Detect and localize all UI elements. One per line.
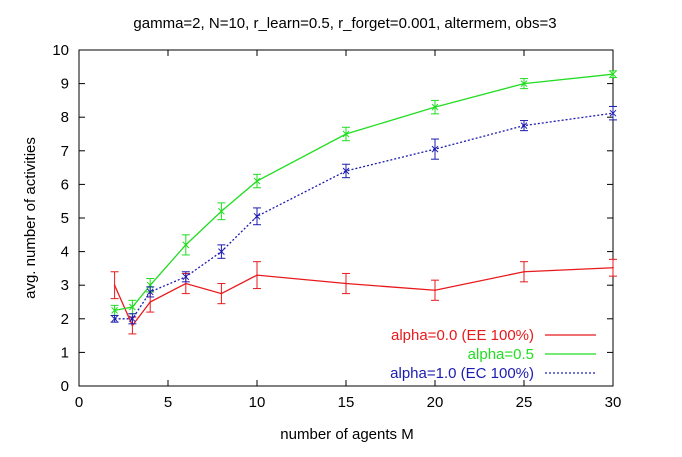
series-1 [110,70,617,316]
legend-label: alpha=0.0 (EE 100%) [391,327,534,344]
data-point [609,70,617,78]
x-tick-label: 20 [427,394,444,411]
x-axis-title: number of agents M [280,426,413,443]
data-point [342,167,350,175]
y-tick-label: 7 [61,143,69,160]
y-axis-title: avg. number of activities [22,137,39,299]
data-point [523,270,525,273]
data-point [520,80,528,87]
data-point [146,288,154,296]
data-point [129,303,136,311]
data-point [131,324,134,327]
series-layer [110,70,617,335]
chart-title: gamma=2, N=10, r_learn=0.5, r_forget=0.0… [133,15,556,32]
x-tick-label: 30 [605,394,622,411]
axes-layer [78,49,614,387]
series-line [114,73,614,312]
data-point [431,145,439,153]
data-point [434,289,436,292]
series-0 [110,258,617,335]
data-point [129,315,136,323]
y-tick-label: 1 [61,344,69,361]
data-point [609,109,617,117]
data-point [149,301,151,303]
x-tick-label: 5 [164,394,172,411]
data-point [220,292,223,295]
data-point [182,273,190,281]
y-tick-label: 5 [61,210,69,227]
series-line [114,267,614,327]
y-tick-label: 4 [61,244,69,261]
y-tick-label: 2 [61,311,69,328]
data-point [111,307,118,314]
x-tick-label: 0 [75,394,83,411]
data-point [218,248,225,255]
legend-label: alpha=0.5 [468,346,534,363]
data-point [345,282,347,285]
x-tick-label: 10 [249,394,266,411]
y-tick-label: 0 [61,378,69,395]
data-point [342,130,350,138]
y-tick-label: 6 [61,176,69,193]
data-point [113,284,116,287]
y-tick-label: 10 [52,42,69,59]
data-point [256,274,258,276]
data-point [520,122,528,129]
y-tick-label: 9 [61,76,69,93]
data-point [253,177,261,185]
data-point [218,207,225,215]
data-point [111,315,118,323]
legend: alpha=0.0 (EE 100%) alpha=0.5 alpha=1.0 (E… [390,327,596,382]
data-point [612,266,614,269]
y-tick-label: 8 [61,109,69,126]
data-point [431,103,439,111]
data-point [185,282,187,285]
legend-label: alpha=1.0 (EC 100%) [390,365,534,382]
series-line [114,112,614,320]
data-point [182,241,190,249]
x-tick-label: 25 [516,394,533,411]
x-tick-label: 15 [338,394,355,411]
series-2 [110,105,617,325]
y-tick-label: 3 [61,277,69,294]
data-point [253,212,261,220]
tick-labels: 0 5 10 15 20 25 30 0 1 2 3 4 5 6 7 8 9 10 [52,42,621,411]
